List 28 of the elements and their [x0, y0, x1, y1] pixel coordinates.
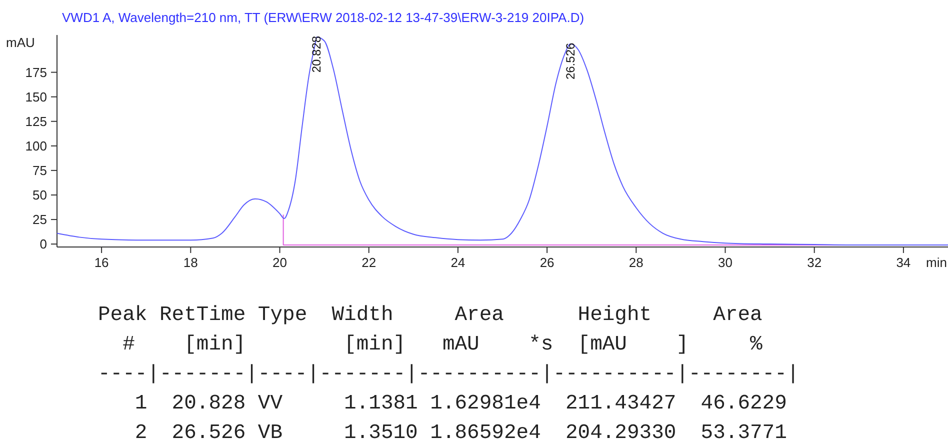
x-tick-label: 34: [896, 255, 911, 270]
annotation: 26.526: [563, 42, 578, 80]
chart-title: VWD1 A, Wavelength=210 nm, TT (ERW\ERW 2018-02-12 13-47-39\ERW-3-219 20IPA.D): [62, 10, 584, 25]
x-tick-label: 18: [183, 255, 198, 270]
text: 2 26.526 VB 1.3510 1.86592e4 204.29330 53.3771: [98, 422, 787, 441]
y-tick-label: 75: [32, 162, 47, 178]
x-tick-label: 16: [94, 255, 109, 270]
x-tick-label: 30: [718, 255, 732, 270]
annotation: 20.828: [310, 36, 324, 73]
text: 1 20.828 VV 1.1381 1.62981e4 211.43427 46.6229: [98, 392, 787, 416]
x-tick-label: 32: [807, 255, 822, 270]
y-tick-label: 50: [32, 187, 47, 202]
y-tick-label: 0: [40, 236, 47, 252]
text: # [min] [min] mAU *s [mAU ] %: [98, 334, 800, 356]
y-tick-label: 100: [25, 138, 47, 154]
y-tick-label: 125: [25, 114, 47, 129]
y-tick-label: 150: [25, 89, 47, 104]
y-tick-label: 25: [32, 212, 47, 228]
x-axis-title: min: [926, 255, 947, 270]
x-tick-label: 26: [540, 255, 554, 270]
y-axis-title: mAU: [6, 35, 35, 50]
y-tick-label: 175: [25, 64, 47, 80]
text: Peak RetTime Type Width Area Height Area: [98, 304, 787, 327]
text: ----|-------|----|-------|----------|----------|--------|: [98, 363, 800, 386]
x-tick-label: 20: [272, 255, 287, 270]
x-tick-label: 22: [362, 255, 376, 270]
x-tick-label: 24: [450, 255, 466, 270]
x-tick-label: 28: [628, 255, 644, 270]
